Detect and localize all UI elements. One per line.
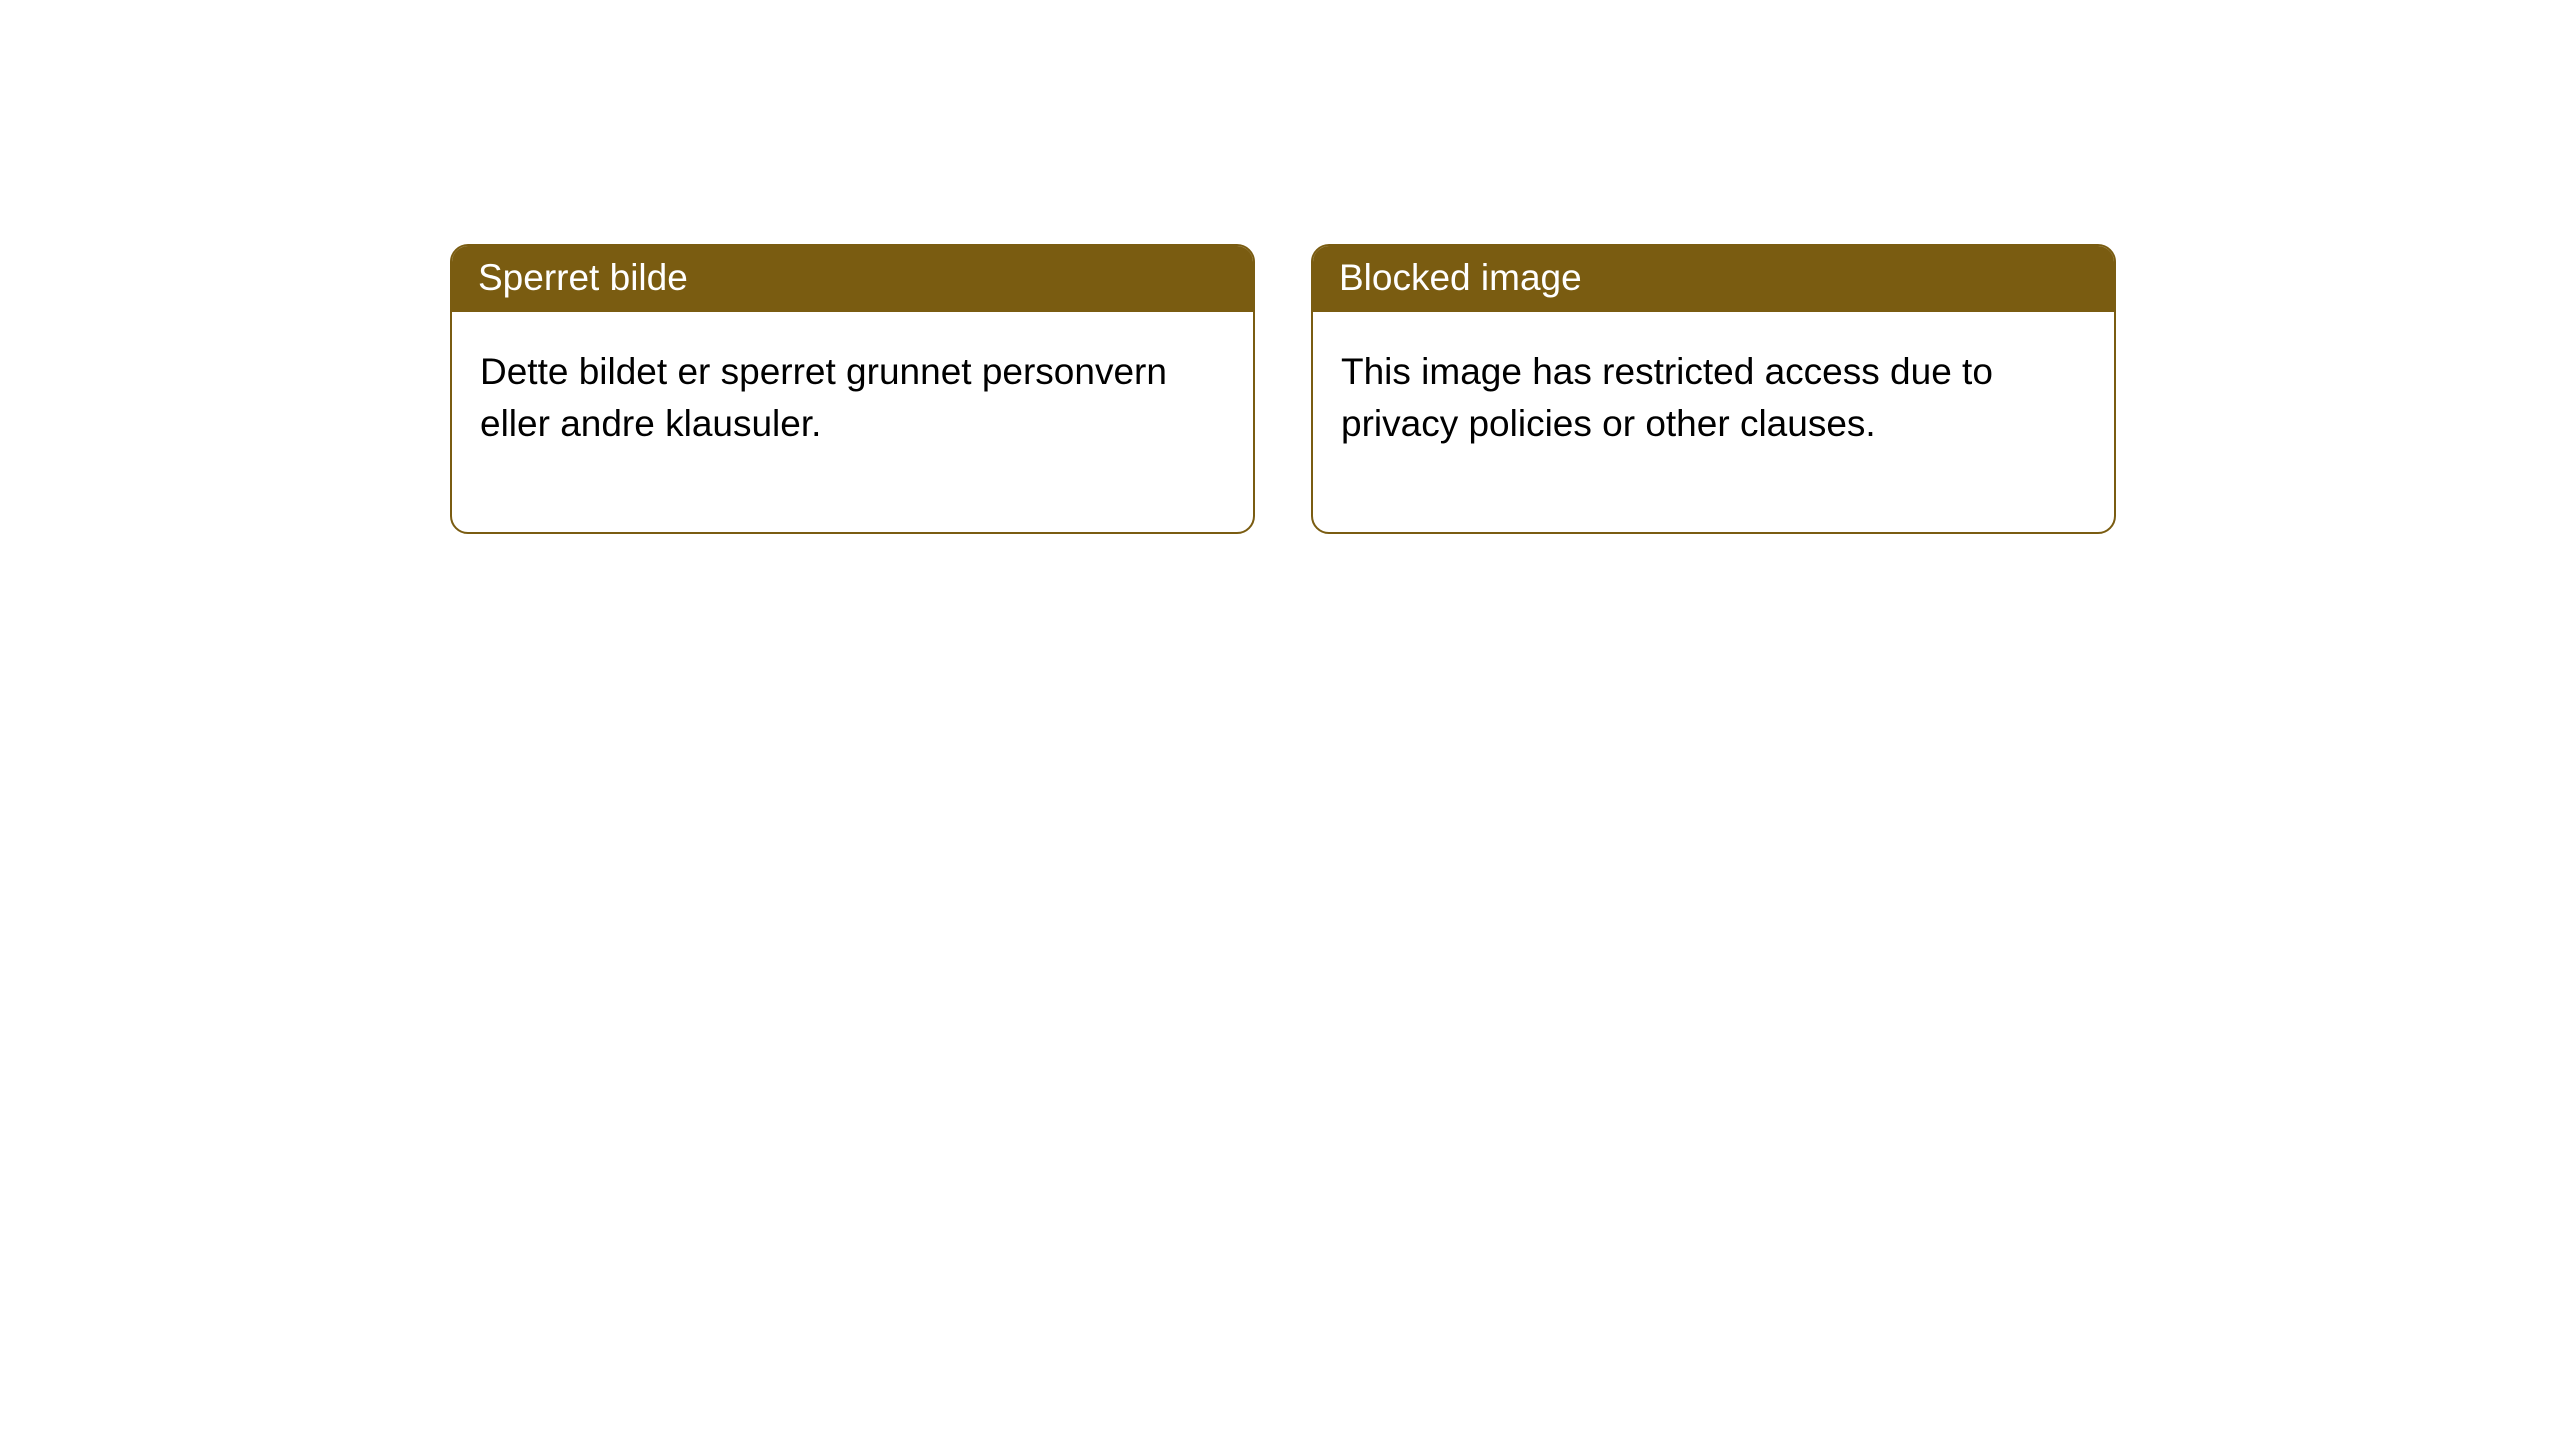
notice-card-body: Dette bildet er sperret grunnet personve…	[452, 312, 1253, 532]
notice-card-title: Blocked image	[1313, 246, 2114, 312]
notice-card-title: Sperret bilde	[452, 246, 1253, 312]
notice-card-norwegian: Sperret bilde Dette bildet er sperret gr…	[450, 244, 1255, 534]
notice-card-body: This image has restricted access due to …	[1313, 312, 2114, 532]
notice-card-english: Blocked image This image has restricted …	[1311, 244, 2116, 534]
notice-container: Sperret bilde Dette bildet er sperret gr…	[0, 0, 2560, 534]
